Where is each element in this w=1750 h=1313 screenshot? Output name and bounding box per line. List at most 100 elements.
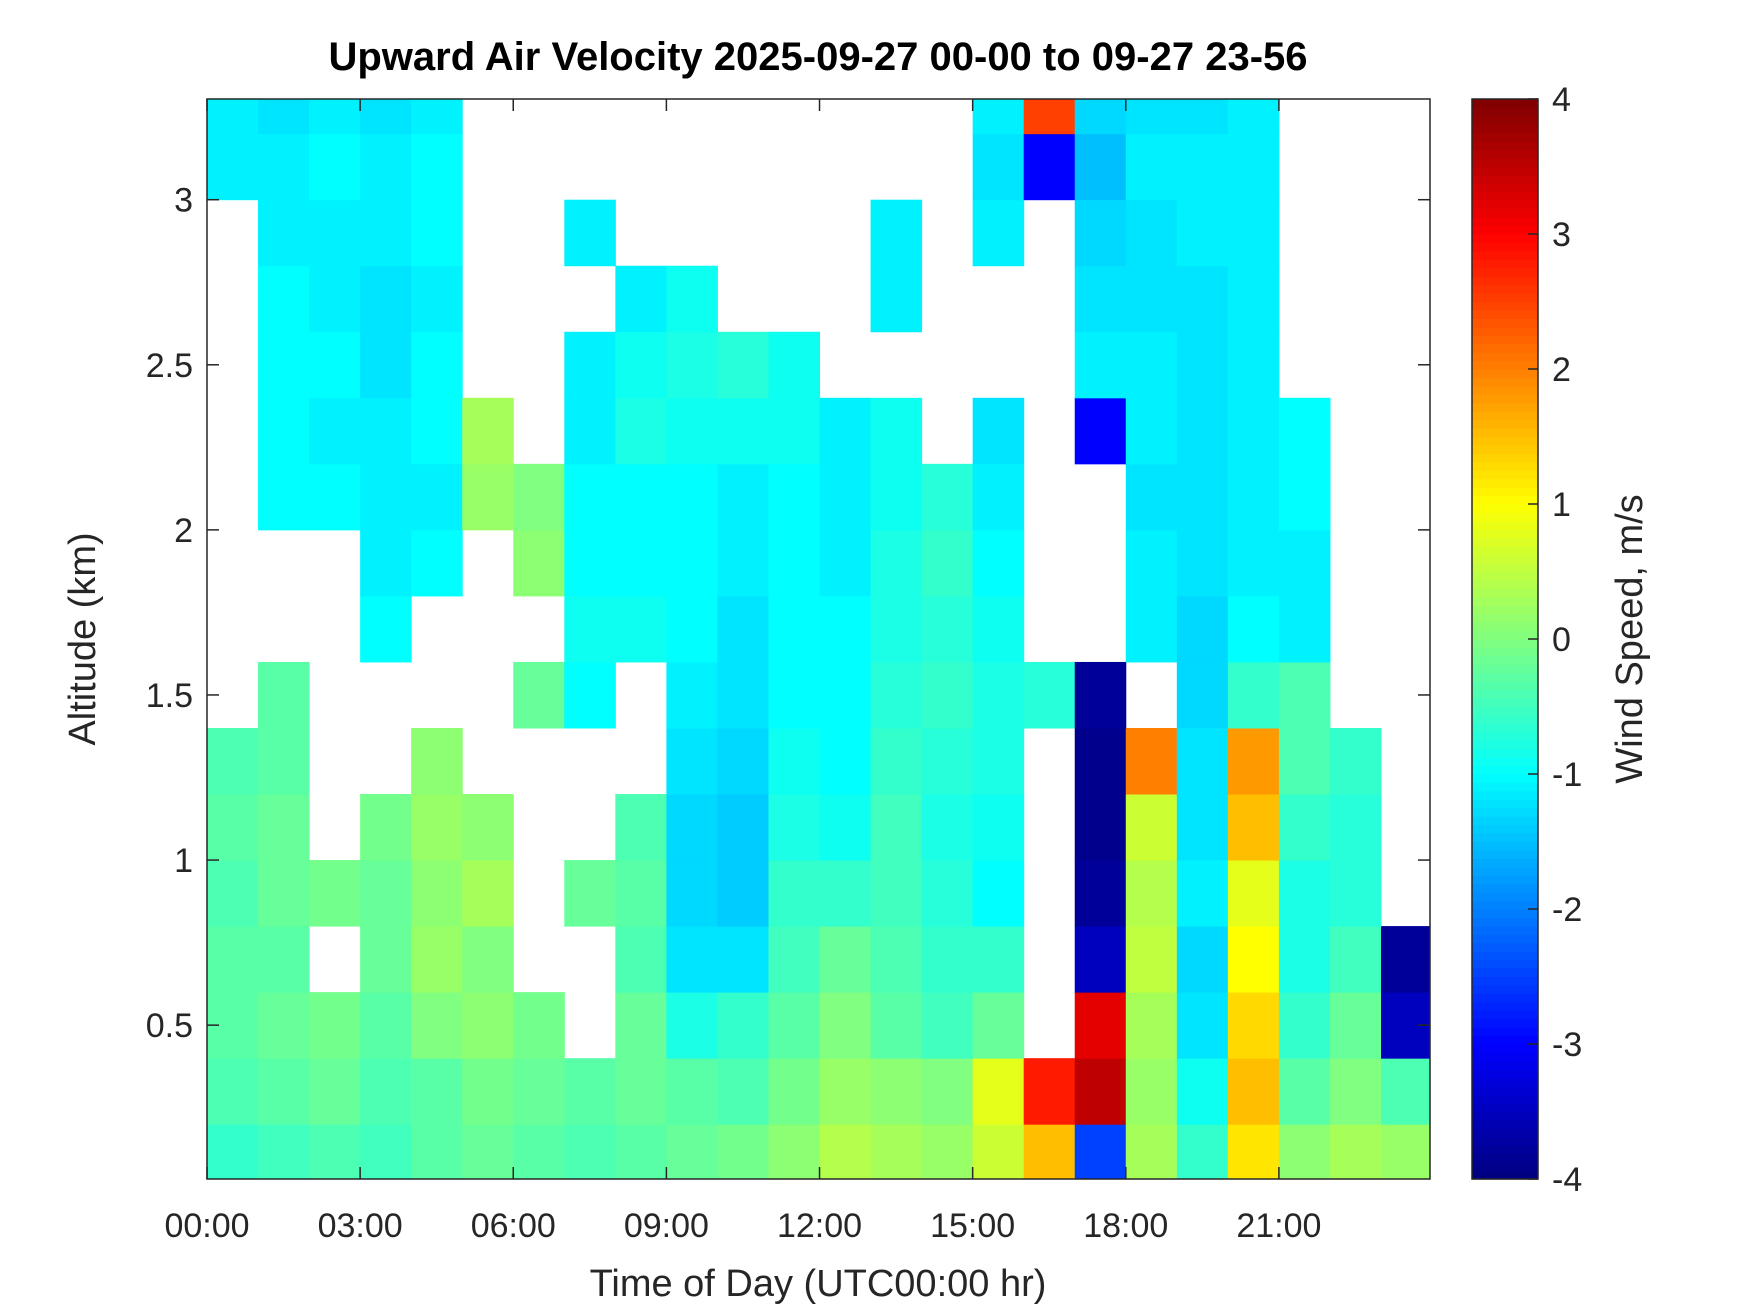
y-tick-label: 1.5 (146, 677, 193, 715)
heatmap-cell (360, 926, 412, 993)
heatmap-cell (921, 1058, 974, 1125)
heatmap-cell (666, 1124, 718, 1179)
heatmap-cell (1074, 133, 1127, 201)
heatmap-cell (819, 397, 872, 465)
heatmap-cell (462, 1124, 514, 1179)
colorbar-step (1472, 174, 1538, 184)
colorbar-step (1472, 225, 1538, 235)
x-tick-label: 00:00 (164, 1207, 249, 1245)
heatmap-cell (972, 661, 1025, 729)
heatmap-cell (615, 794, 667, 861)
colorbar-step (1472, 200, 1538, 210)
heatmap-cell (1023, 1124, 1076, 1179)
heatmap-cell (768, 397, 821, 465)
heatmap-cell (360, 595, 412, 663)
heatmap-cell (1227, 463, 1280, 531)
heatmap-cell (1074, 860, 1127, 927)
heatmap-cell (564, 1124, 616, 1179)
heatmap-cell (1227, 661, 1280, 729)
heatmap-cell (1125, 860, 1178, 927)
colorbar-step (1472, 1086, 1538, 1096)
x-tick-label: 21:00 (1236, 1207, 1321, 1245)
heatmap-cell (207, 99, 259, 135)
heatmap-cell (666, 926, 718, 993)
heatmap-cell (564, 331, 616, 399)
colorbar-step (1472, 706, 1538, 716)
heatmap-cell (819, 794, 872, 861)
colorbar-step (1472, 1145, 1538, 1155)
colorbar-step (1472, 1035, 1538, 1045)
heatmap-cell (411, 133, 463, 201)
heatmap-cell (717, 1058, 769, 1125)
heatmap-cell (972, 529, 1025, 597)
heatmap-cell (411, 265, 463, 333)
heatmap-cell (819, 1058, 872, 1125)
colorbar-step (1472, 1069, 1538, 1079)
heatmap-cell (1227, 331, 1280, 399)
colorbar-tick-label: -4 (1552, 1161, 1582, 1199)
heatmap-cell (972, 860, 1025, 927)
heatmap-cell (360, 529, 412, 597)
chart-title: Upward Air Velocity 2025-09-27 00-00 to … (328, 35, 1307, 79)
heatmap-cell (972, 794, 1025, 861)
heatmap-cell (462, 397, 514, 465)
heatmap-cell (360, 860, 412, 927)
heatmap-cell (258, 99, 310, 135)
colorbar-step (1472, 1119, 1538, 1129)
heatmap-cell (513, 661, 565, 729)
heatmap-cell (360, 1124, 412, 1179)
colorbar-step (1472, 866, 1538, 876)
colorbar-step (1472, 461, 1538, 471)
colorbar-tick-label: 1 (1552, 486, 1571, 524)
colorbar-tick-label: 0 (1552, 621, 1571, 659)
colorbar-step (1472, 875, 1538, 885)
colorbar-step (1472, 579, 1538, 589)
heatmap-cell (258, 331, 310, 399)
colorbar-step (1472, 858, 1538, 868)
colorbar-step (1472, 385, 1538, 395)
heatmap-cell (309, 133, 361, 201)
heatmap-cell (309, 992, 361, 1059)
colorbar-step (1472, 1153, 1538, 1163)
heatmap-cell (1023, 99, 1076, 135)
heatmap-cell (1074, 727, 1127, 795)
heatmap-cell (1125, 794, 1178, 861)
heatmap-cell (564, 463, 616, 531)
heatmap-cell (768, 1124, 821, 1179)
x-tick-label: 09:00 (624, 1207, 709, 1245)
heatmap-cell (1125, 99, 1178, 135)
heatmap-cell (870, 727, 923, 795)
colorbar-step (1472, 1060, 1538, 1070)
heatmap-cell (768, 529, 821, 597)
heatmap-cell (666, 265, 718, 333)
heatmap-cell (258, 397, 310, 465)
heatmap-cell (1278, 992, 1331, 1059)
heatmap-cell (1074, 992, 1127, 1059)
heatmap-cell (258, 133, 310, 201)
colorbar-step (1472, 588, 1538, 598)
colorbar-step (1472, 512, 1538, 522)
heatmap-cell (972, 1058, 1025, 1125)
colorbar-step (1472, 99, 1538, 109)
colorbar-step (1472, 824, 1538, 834)
heatmap-cell (1125, 463, 1178, 531)
heatmap-cell (360, 397, 412, 465)
heatmap-cell (258, 661, 310, 729)
heatmap-cell (1176, 133, 1229, 201)
heatmap-cell (921, 727, 974, 795)
colorbar-step (1472, 208, 1538, 218)
colorbar-step (1472, 495, 1538, 505)
colorbar-step (1472, 191, 1538, 201)
heatmap-cell (768, 794, 821, 861)
colorbar-step (1472, 402, 1538, 412)
heatmap-cell (309, 397, 361, 465)
heatmap-cell (870, 199, 923, 267)
y-tick-label: 2 (174, 512, 193, 550)
heatmap-cell (1227, 727, 1280, 795)
heatmap-cell (819, 727, 872, 795)
colorbar-step (1472, 959, 1538, 969)
heatmap-cell (870, 1124, 923, 1179)
heatmap-cell (462, 992, 514, 1059)
heatmap-cell (1278, 727, 1331, 795)
heatmap-cell (1227, 99, 1280, 135)
